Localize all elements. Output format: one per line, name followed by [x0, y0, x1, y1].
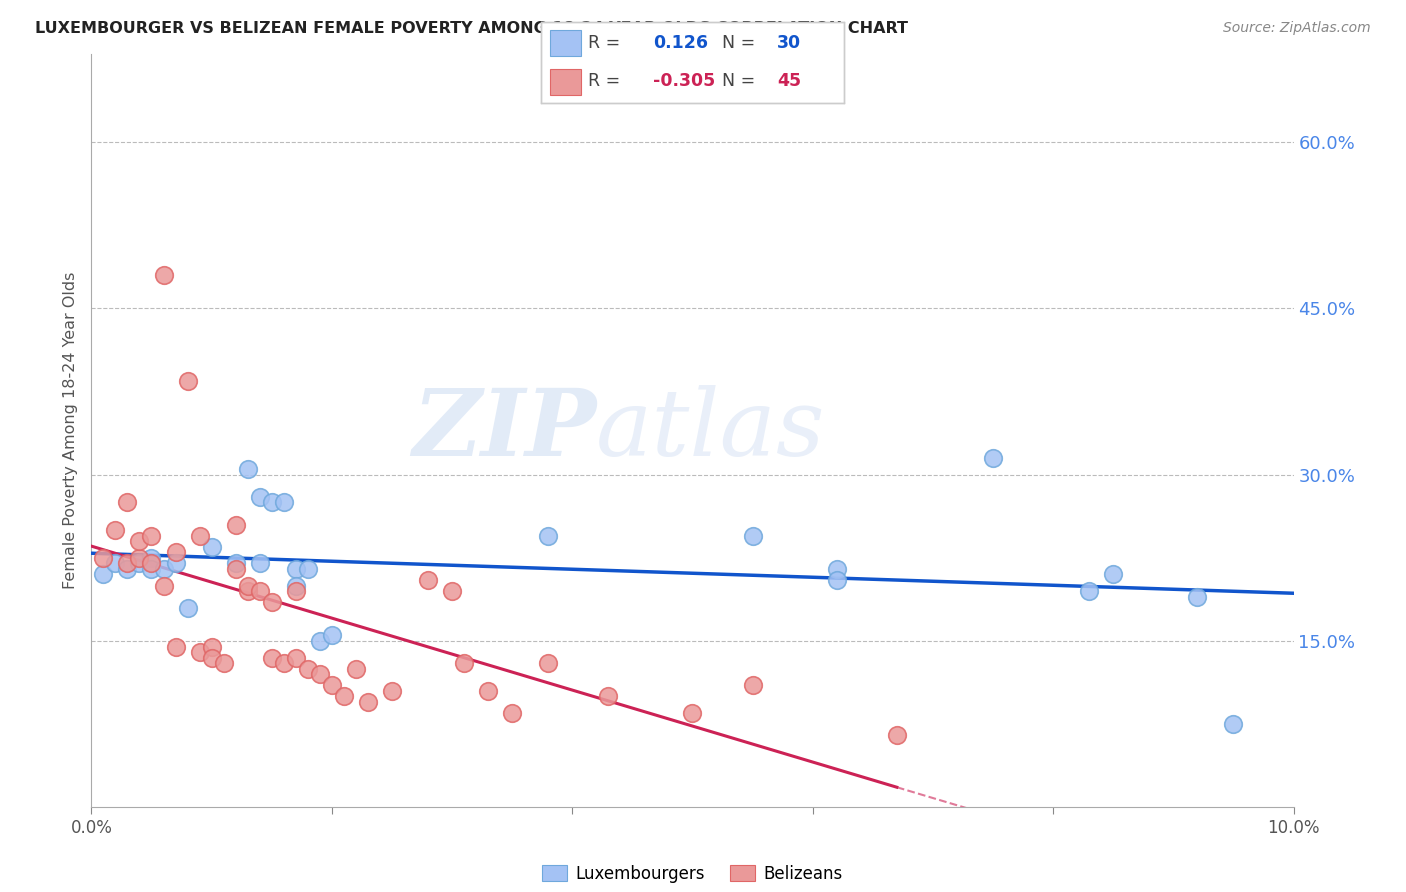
Point — [598, 690, 620, 704]
Text: 30: 30 — [778, 34, 801, 52]
Bar — [550, 30, 581, 56]
Point — [1222, 717, 1244, 731]
Point — [201, 640, 224, 654]
Point — [537, 656, 560, 670]
Point — [333, 690, 356, 704]
Point — [188, 645, 211, 659]
Point — [284, 578, 307, 592]
Text: 45: 45 — [778, 72, 801, 90]
Text: 0.126: 0.126 — [654, 34, 709, 52]
Point — [297, 562, 319, 576]
Bar — [550, 69, 581, 95]
Point — [249, 584, 271, 599]
Point — [128, 534, 150, 549]
Point — [93, 550, 115, 565]
Text: -0.305: -0.305 — [654, 72, 716, 90]
Point — [104, 557, 127, 571]
Point — [681, 706, 703, 720]
Point — [152, 268, 174, 283]
Point — [477, 684, 499, 698]
Point — [537, 529, 560, 543]
Point — [1187, 590, 1209, 604]
Point — [741, 678, 763, 692]
Point — [117, 495, 139, 509]
Point — [165, 545, 187, 559]
Point — [152, 562, 174, 576]
Point — [416, 573, 439, 587]
Point — [825, 562, 848, 576]
Point — [344, 662, 367, 676]
Point — [141, 557, 163, 571]
Point — [141, 550, 163, 565]
Point — [357, 695, 380, 709]
Point — [440, 584, 463, 599]
Point — [249, 490, 271, 504]
Point — [236, 462, 259, 476]
Point — [225, 557, 247, 571]
Point — [104, 523, 127, 537]
Point — [117, 557, 139, 571]
Text: N =: N = — [710, 34, 761, 52]
Point — [128, 557, 150, 571]
Point — [260, 495, 283, 509]
Point — [249, 557, 271, 571]
Point — [284, 584, 307, 599]
Point — [1078, 584, 1101, 599]
Point — [453, 656, 475, 670]
Point — [128, 550, 150, 565]
Point — [886, 728, 908, 742]
Text: R =: R = — [588, 34, 631, 52]
Point — [284, 650, 307, 665]
Point — [141, 529, 163, 543]
Legend: Luxembourgers, Belizeans: Luxembourgers, Belizeans — [536, 858, 849, 889]
Text: ZIP: ZIP — [412, 385, 596, 475]
Text: LUXEMBOURGER VS BELIZEAN FEMALE POVERTY AMONG 18-24 YEAR OLDS CORRELATION CHART: LUXEMBOURGER VS BELIZEAN FEMALE POVERTY … — [35, 21, 908, 37]
Point — [165, 640, 187, 654]
Point — [825, 573, 848, 587]
Point — [152, 578, 174, 592]
Point — [308, 634, 330, 648]
Point — [188, 529, 211, 543]
Point — [117, 562, 139, 576]
Y-axis label: Female Poverty Among 18-24 Year Olds: Female Poverty Among 18-24 Year Olds — [62, 272, 77, 589]
Point — [321, 628, 343, 642]
Point — [212, 656, 235, 670]
Point — [741, 529, 763, 543]
Point — [273, 495, 295, 509]
Point — [201, 540, 224, 554]
Point — [236, 578, 259, 592]
Point — [308, 667, 330, 681]
Point — [501, 706, 523, 720]
Point — [93, 567, 115, 582]
Point — [284, 562, 307, 576]
Point — [236, 584, 259, 599]
Point — [273, 656, 295, 670]
Point — [225, 517, 247, 532]
Text: atlas: atlas — [596, 385, 825, 475]
Point — [321, 678, 343, 692]
Point — [981, 451, 1004, 466]
Point — [225, 562, 247, 576]
Text: Source: ZipAtlas.com: Source: ZipAtlas.com — [1223, 21, 1371, 36]
Point — [260, 595, 283, 609]
Point — [260, 650, 283, 665]
Point — [176, 600, 198, 615]
Point — [1102, 567, 1125, 582]
Point — [201, 650, 224, 665]
Point — [141, 562, 163, 576]
Text: R =: R = — [588, 72, 626, 90]
Point — [381, 684, 404, 698]
Text: N =: N = — [710, 72, 761, 90]
Point — [176, 374, 198, 388]
Point — [165, 557, 187, 571]
Point — [297, 662, 319, 676]
